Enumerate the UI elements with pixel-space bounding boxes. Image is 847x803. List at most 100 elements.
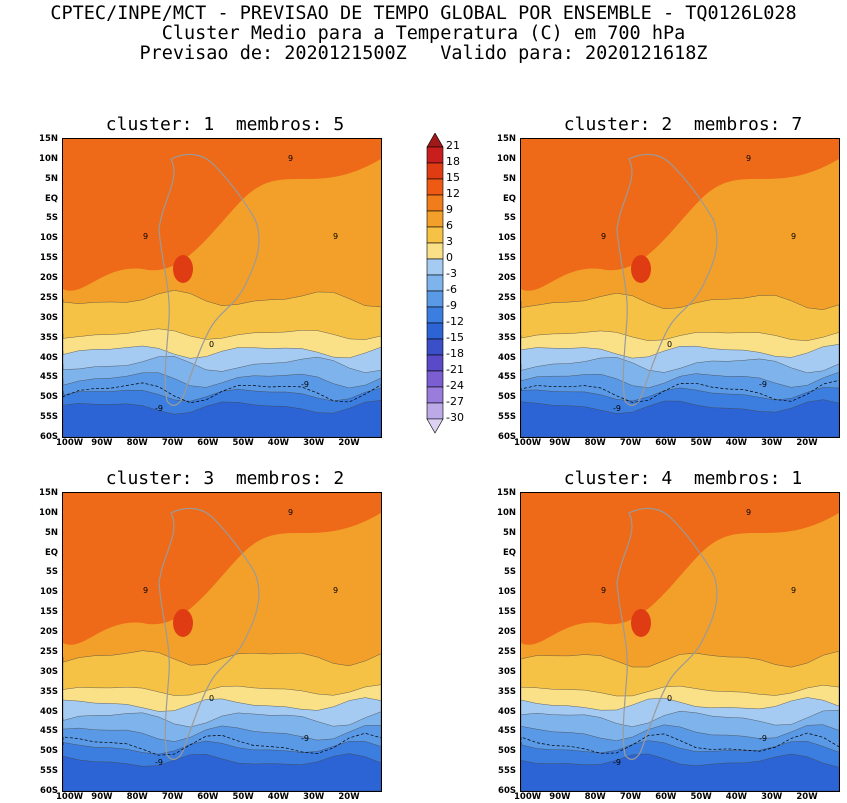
lat-tick-label: 20S (498, 273, 516, 284)
warm-core (173, 255, 193, 283)
lon-tick-label: 90W (91, 438, 113, 448)
colorbar-segment (426, 146, 444, 164)
temperature-band (63, 493, 381, 645)
colorbar-segment (426, 162, 444, 180)
colorbar-label: 12 (446, 187, 460, 200)
colorbar-label: -27 (446, 395, 464, 408)
lat-tick-label: EQ (44, 193, 58, 204)
temperature-band (521, 753, 839, 791)
colorbar-label: -15 (446, 331, 464, 344)
lat-tick-label: 5S (45, 213, 58, 224)
lat-tick-label: 50S (498, 746, 516, 757)
lat-tick-label: 55S (40, 766, 58, 777)
panel-title-4: cluster: 4 membros: 1 (563, 468, 803, 489)
lon-tick-label: 30W (761, 438, 783, 448)
colorbar-label: 3 (446, 235, 453, 248)
contour-dashed (521, 379, 839, 403)
contour-label-9: 9 (333, 232, 338, 241)
lon-tick-label: 100W (56, 438, 84, 448)
colorbar-cap-top (426, 132, 444, 148)
lon-tick-label: 60W (197, 792, 219, 802)
colorbar-segment (426, 274, 444, 292)
lon-tick-label: 70W (619, 792, 642, 802)
warm-core (631, 609, 651, 637)
lon-tick-label: 50W (690, 792, 712, 802)
lon-tick-label: 40W (267, 438, 290, 448)
lat-tick-label: 50S (498, 392, 516, 403)
colorbar-segment (426, 354, 444, 372)
lon-tick-label: 90W (549, 438, 571, 448)
lon-tick-label: 20W (338, 438, 360, 448)
temperature-map-3: 9 9 9 0 -9 -9 (62, 492, 382, 792)
lon-tick-label: 90W (91, 792, 113, 802)
temperature-map-1: 9 9 9 0 -9 -9 (62, 138, 382, 438)
lat-tick-label: 35S (498, 332, 516, 343)
lon-tick-label: 50W (232, 438, 254, 448)
contour-dashed (521, 732, 839, 754)
lat-tick-label: 5S (503, 213, 516, 224)
contour-label-9: 9 (791, 586, 796, 595)
colorbar-segment (426, 258, 444, 276)
lat-tick-label: 10N (39, 507, 58, 518)
lat-tick-label: 15S (40, 607, 58, 618)
contour-label-0: 0 (209, 340, 214, 349)
lon-tick-label: 20W (338, 792, 360, 802)
lat-tick-label: 40S (40, 352, 58, 363)
temperature-band (63, 139, 381, 291)
lon-tick-label: 50W (690, 438, 712, 448)
lat-tick-label: 45S (40, 726, 58, 737)
colorbar-segment (426, 226, 444, 244)
lat-tick-label: 15N (497, 488, 516, 498)
contour-label-9: 9 (746, 154, 751, 163)
lat-tick-label: 60S (498, 786, 516, 796)
colorbar-segment (426, 210, 444, 228)
lat-tick-label: 20S (498, 627, 516, 638)
lat-tick-label: 50S (40, 392, 58, 403)
lon-tick-label: 100W (514, 438, 542, 448)
lat-tick-label: 20S (40, 627, 58, 638)
lon-tick-label: 50W (232, 792, 254, 802)
panel-title-3: cluster: 3 membros: 2 (105, 468, 345, 489)
lat-tick-label: 50S (40, 746, 58, 757)
contour-label-0: 0 (667, 694, 672, 703)
colorbar-label: -12 (446, 315, 464, 328)
colorbar-segment (426, 242, 444, 260)
colorbar-segment (426, 178, 444, 196)
contour-label-9: 9 (601, 232, 606, 241)
lat-tick-label: 25S (498, 646, 516, 657)
figure-title-line2: Cluster Medio para a Temperatura (C) em … (161, 23, 686, 44)
lat-tick-label: 55S (498, 412, 516, 423)
lon-tick-label: 80W (584, 438, 606, 448)
lon-tick-label: 30W (303, 792, 325, 802)
lon-tick-label: 20W (796, 438, 818, 448)
colorbar-label: 9 (446, 203, 453, 216)
lat-tick-label: 10S (498, 587, 516, 598)
colorbar-label: 0 (446, 251, 453, 264)
coastline (616, 507, 718, 760)
colorbar-scale (426, 132, 444, 434)
lat-tick-label: 10S (498, 233, 516, 244)
lat-tick-label: 30S (40, 312, 58, 323)
lat-tick-label: 40S (498, 352, 516, 363)
lat-tick-label: 15S (498, 607, 516, 618)
contour-label-minus9: -9 (155, 404, 163, 413)
colorbar-label: -3 (446, 267, 457, 280)
contour-label-9: 9 (143, 586, 148, 595)
contour-dashed (63, 382, 381, 404)
colorbar-label: -9 (446, 299, 457, 312)
colorbar (424, 132, 446, 447)
lon-tick-label: 100W (56, 792, 84, 802)
lat-tick-label: 20S (40, 273, 58, 284)
contour-label-minus9: -9 (301, 734, 309, 743)
colorbar-label: -24 (446, 379, 464, 392)
colorbar-label: -30 (446, 411, 464, 424)
contour-label-9: 9 (601, 586, 606, 595)
lon-tick-label: 40W (725, 792, 748, 802)
lat-tick-label: 10N (497, 153, 516, 164)
colorbar-segment (426, 402, 444, 420)
colorbar-label: 15 (446, 171, 460, 184)
lon-tick-label: 20W (796, 792, 818, 802)
temperature-band (521, 139, 839, 291)
colorbar-segment (426, 370, 444, 388)
colorbar-label: -21 (446, 363, 464, 376)
